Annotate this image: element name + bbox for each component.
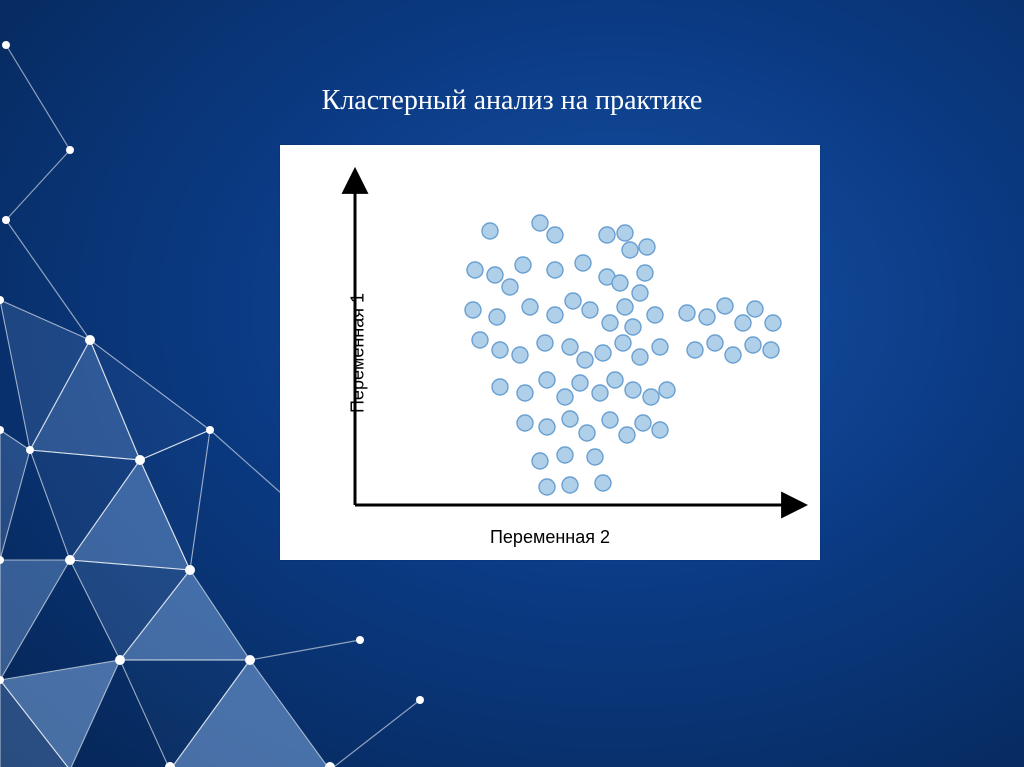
y-axis-label: Переменная 1 xyxy=(348,292,369,412)
x-axis-label: Переменная 2 xyxy=(280,527,820,548)
scatter-chart: Переменная 1 Переменная 2 xyxy=(280,145,820,560)
slide-title: Кластерный анализ на практике xyxy=(0,85,1024,117)
slide: Кластерный анализ на практике Переменная… xyxy=(0,0,1024,767)
